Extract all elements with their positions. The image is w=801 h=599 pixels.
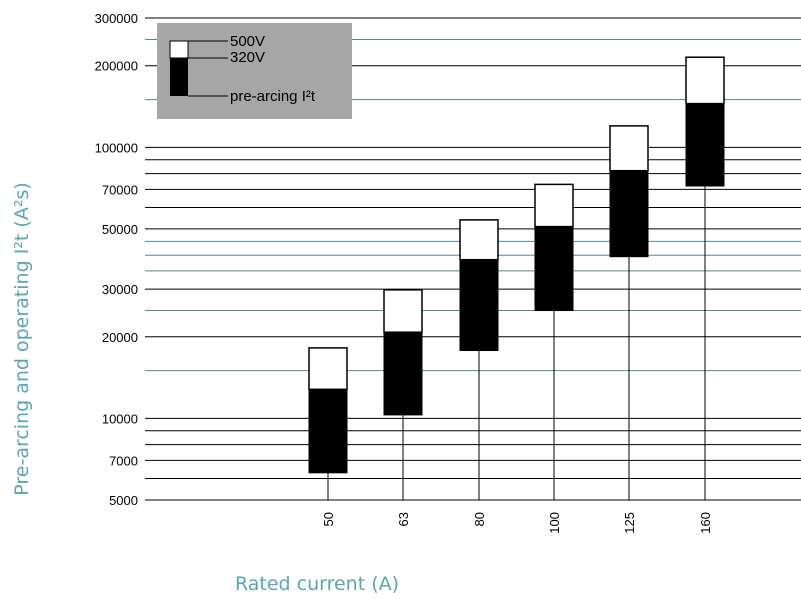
legend-swatch-320v — [170, 58, 188, 96]
y-tick-label: 70000 — [102, 182, 138, 197]
y-tick-label: 7000 — [109, 453, 138, 468]
legend-swatch-500v — [169, 40, 189, 59]
bar-prearcing-320v — [685, 103, 725, 187]
gridlines — [145, 17, 801, 501]
bar-500v — [685, 56, 725, 105]
y-tick-label: 5000 — [109, 493, 138, 508]
y-tick-label: 200000 — [95, 59, 138, 74]
y-tick-label: 20000 — [102, 330, 138, 345]
legend-label-prearcing: pre-arcing I²t — [230, 88, 316, 105]
x-tick-label: 63 — [396, 512, 411, 526]
bar-500v — [609, 125, 649, 172]
bars — [308, 56, 725, 500]
x-tick-labels: 50 63 80 100 125 160 — [321, 512, 713, 534]
x-tick-label: 160 — [698, 512, 713, 534]
bar-500v — [459, 219, 499, 261]
x-tick-label: 50 — [321, 512, 336, 526]
legend-background — [157, 23, 352, 119]
bar-prearcing-320v — [383, 331, 423, 416]
legend-label-500v: 500V — [230, 33, 265, 50]
y-tick-labels: 300000 200000 100000 70000 50000 30000 20000 10… — [95, 11, 138, 508]
x-tick-label: 80 — [472, 512, 487, 526]
bar-prearcing-320v — [534, 226, 574, 312]
y-tick-label: 30000 — [102, 282, 138, 297]
bar-prearcing-320v — [308, 388, 348, 474]
y-tick-label: 50000 — [102, 222, 138, 237]
legend-label-320v: 320V — [230, 49, 265, 66]
y-tick-label: 100000 — [95, 140, 138, 155]
y-tick-label: 10000 — [102, 411, 138, 426]
x-axis-title: Rated current (A) — [235, 573, 399, 595]
y-axis-title: Pre-arcing and operating I²t (A²s) — [11, 182, 33, 496]
bar-500v — [308, 347, 348, 391]
bar-prearcing-320v — [609, 170, 649, 258]
y-tick-label: 300000 — [95, 11, 138, 26]
bar-prearcing-320v — [459, 259, 499, 352]
x-tick-label: 100 — [547, 512, 562, 534]
bar-500v — [534, 183, 574, 228]
bar-500v — [383, 289, 423, 333]
legend: 500V 320V pre-arcing I²t — [157, 23, 352, 119]
x-tick-label: 125 — [622, 512, 637, 534]
